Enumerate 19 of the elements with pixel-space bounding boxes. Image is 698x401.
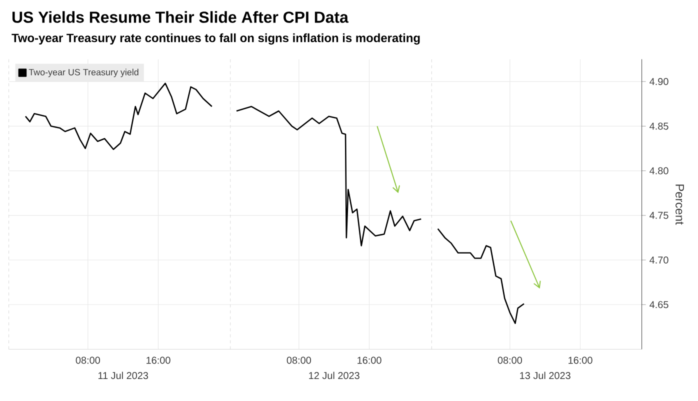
x-tick-label: 08:00 [498,356,522,364]
chart-subtitle: Two-year Treasury rate continues to fall on signs inflation is moderating [12,33,420,45]
y-tick-label: 4.65 [650,301,668,308]
x-tick-label: 16:00 [358,356,382,364]
y-tick-label: 4.85 [650,122,668,130]
x-tick-label: 16:00 [146,356,170,364]
x-tick-label: 08:00 [76,356,100,364]
y-axis-title: Percent [676,184,684,225]
x-tick-label: 16:00 [568,356,592,364]
text: 13 Jul 2023 [520,372,570,380]
text: 12 Jul 2023 [309,372,360,380]
y-tick-label: 4.90 [650,78,668,86]
y-tick-label: 4.70 [650,256,668,264]
y-tick-label: 4.75 [650,212,668,219]
text: 11 Jul 2023 [98,372,148,380]
chart-title: US Yields Resume Their Slide After CPI Data [12,11,349,23]
legend-label: Two-year US Treasury yield [28,68,138,78]
x-tick-label: 08:00 [286,356,311,364]
y-tick-label: 4.80 [650,167,668,174]
